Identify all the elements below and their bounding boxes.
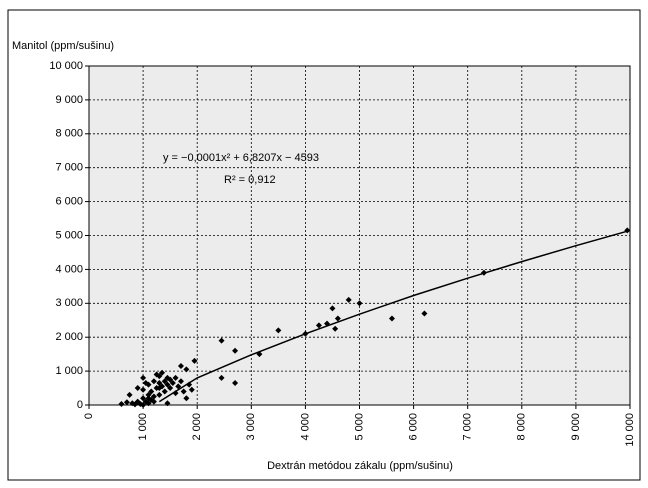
plot-border: [88, 65, 631, 406]
x-tick-label: 4 000: [299, 413, 311, 441]
r-squared: R² = 0,912: [224, 174, 276, 186]
data-point: [183, 395, 190, 402]
data-point: [140, 402, 147, 408]
data-point: [177, 378, 184, 385]
x-tick-label: 0: [83, 413, 95, 419]
data-point: [123, 399, 130, 406]
y-tick-label: 6 000: [55, 196, 83, 208]
y-tick-label: 9 000: [55, 94, 83, 106]
data-point: [118, 400, 125, 407]
data-point: [140, 395, 147, 402]
data-point: [345, 296, 352, 303]
data-point: [159, 369, 166, 376]
data-point: [302, 330, 309, 337]
y-tick-label: 2 000: [55, 331, 83, 343]
data-point: [164, 381, 171, 388]
data-point: [164, 400, 171, 407]
data-point: [156, 385, 163, 392]
data-point: [134, 385, 141, 392]
data-point: [480, 269, 487, 276]
data-point: [161, 388, 168, 395]
y-tick-label: 5 000: [55, 229, 83, 241]
data-point: [315, 322, 322, 329]
data-point: [167, 376, 174, 383]
data-point: [324, 320, 331, 327]
data-point: [161, 378, 168, 385]
data-point: [218, 374, 225, 381]
y-tick-label: 10 000: [49, 60, 83, 72]
data-point: [150, 398, 157, 405]
data-point: [145, 381, 152, 388]
data-point: [172, 374, 179, 381]
data-point: [329, 305, 336, 312]
data-point: [156, 373, 163, 380]
data-point: [140, 374, 147, 381]
x-tick-label: 2 000: [191, 413, 203, 441]
data-point: [180, 388, 187, 395]
data-point: [188, 386, 195, 393]
data-point: [232, 347, 239, 354]
data-point: [186, 381, 193, 388]
data-point: [148, 388, 155, 395]
x-tick-label: 9 000: [570, 413, 582, 441]
data-point: [332, 325, 339, 332]
data-point: [145, 391, 152, 398]
data-point: [275, 327, 282, 334]
x-tick-label: 5 000: [353, 413, 365, 441]
data-point: [145, 400, 152, 407]
data-point: [156, 391, 163, 398]
y-tick-label: 1 000: [55, 365, 83, 377]
data-point: [126, 391, 133, 398]
data-point: [177, 363, 184, 370]
data-point: [175, 383, 182, 390]
data-point: [334, 315, 341, 322]
data-point: [145, 395, 152, 402]
data-point: [191, 357, 198, 364]
x-tick-label: 10 000: [624, 413, 636, 447]
y-tick-label: 8 000: [55, 128, 83, 140]
equation: y = −0,0001x² + 6,8207x − 4593: [163, 152, 319, 164]
y-tick-label: 3 000: [55, 297, 83, 309]
y-axis-title: Manitol (ppm/sušinu): [12, 40, 114, 52]
data-point: [150, 393, 157, 400]
y-tick-label: 7 000: [55, 162, 83, 174]
data-point: [356, 300, 363, 307]
x-tick-label: 7 000: [462, 413, 474, 441]
x-axis-title: Dextrán metódou zákalu (ppm/sušinu): [267, 460, 453, 472]
data-point: [388, 315, 395, 322]
data-point: [169, 379, 176, 386]
data-point: [421, 310, 428, 317]
data-point: [156, 379, 163, 386]
data-point: [183, 366, 190, 373]
x-tick-label: 6 000: [408, 413, 420, 441]
y-tick-label: 0: [77, 399, 83, 411]
data-point: [167, 385, 174, 392]
data-point: [218, 337, 225, 344]
trendline: [158, 229, 631, 403]
x-tick-label: 3 000: [245, 413, 257, 441]
y-tick-label: 4 000: [55, 263, 83, 275]
data-point: [150, 378, 157, 385]
data-point: [624, 227, 631, 234]
x-tick-label: 8 000: [516, 413, 528, 441]
data-point: [172, 390, 179, 397]
x-tick-label: 1 000: [137, 413, 149, 441]
data-point: [232, 379, 239, 386]
data-point: [256, 351, 263, 358]
data-point: [140, 386, 147, 393]
